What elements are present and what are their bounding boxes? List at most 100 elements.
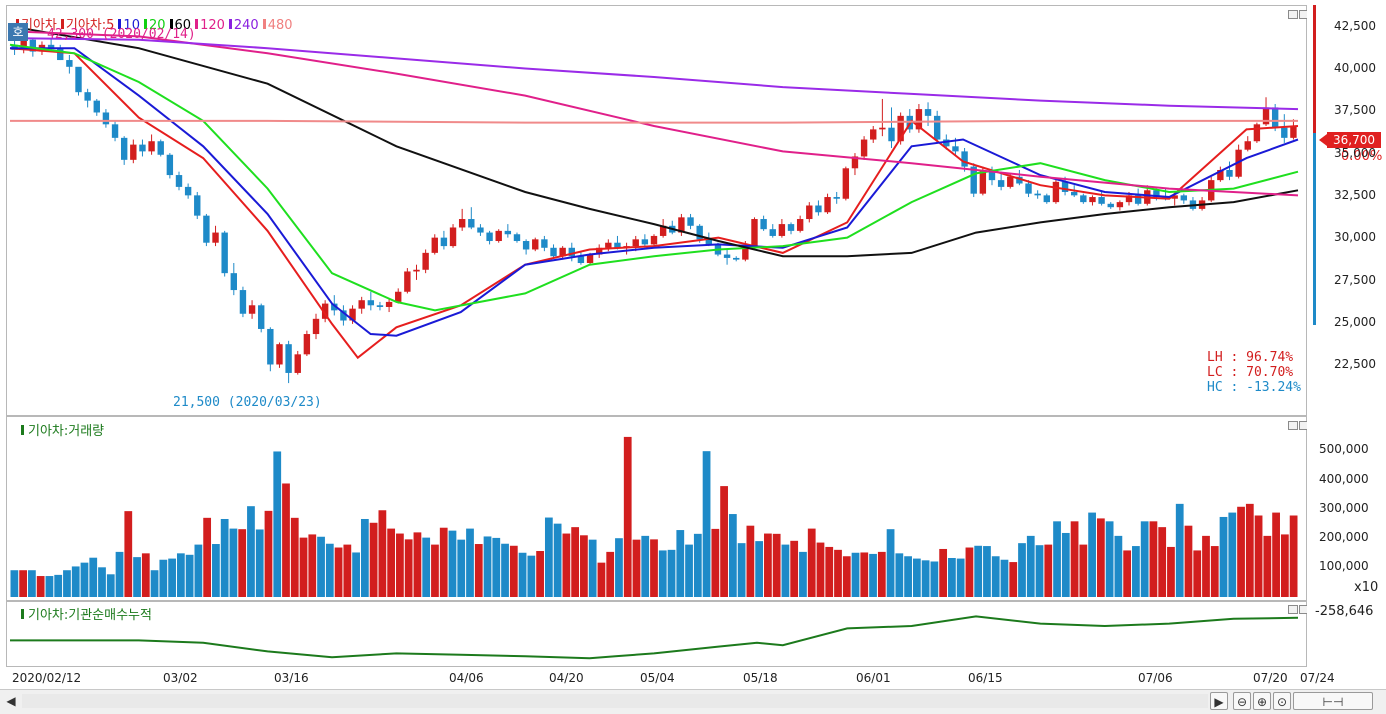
inst-minimize-button[interactable] (1288, 605, 1298, 614)
volume-bar (168, 558, 176, 597)
candle (915, 104, 923, 133)
volume-pane[interactable]: 기아차:거래량 (6, 416, 1309, 601)
date-tick-label: 06/15 (968, 671, 1003, 685)
candle (723, 249, 731, 265)
candle-body (367, 300, 375, 306)
volume-chart[interactable] (7, 417, 1306, 600)
volume-bar (1193, 550, 1202, 597)
volume-bar (615, 538, 623, 597)
zoom-in-icon[interactable]: ⊕ (1253, 692, 1271, 710)
volume-bar (632, 539, 641, 597)
volume-bar (45, 576, 54, 597)
legend-item[interactable]: 20 (143, 18, 168, 33)
price-tick-label: 25,000 (1334, 314, 1376, 329)
zoom-out-icon[interactable]: ⊖ (1233, 692, 1251, 710)
volume-bar (1167, 546, 1175, 597)
candle-body (796, 219, 804, 231)
inst-pane[interactable]: 기아차:기관순매수누적 (6, 601, 1309, 667)
zoom-reset-icon[interactable]: ⊙ (1273, 692, 1291, 710)
inst-title: 기아차:기관순매수누적 (21, 604, 152, 623)
volume-bar (1053, 521, 1061, 597)
volume-bar (1096, 518, 1105, 597)
price-pane[interactable]: 기아차 기아차:5 10 20 60 120 240 480 호 42,300 (2020/0… (6, 5, 1309, 416)
candle-body (568, 247, 575, 257)
candle-body (1025, 183, 1032, 194)
volume-bar (176, 553, 185, 597)
candle (376, 301, 384, 311)
candle-body (139, 144, 146, 152)
legend-item[interactable]: 60 (169, 18, 194, 33)
price-chart[interactable] (7, 6, 1306, 415)
scroll-right-button[interactable]: ▶ (1210, 692, 1228, 710)
candle (1043, 193, 1050, 204)
minimize-button[interactable] (1288, 10, 1298, 19)
candle (659, 219, 667, 238)
volume-bar (396, 533, 404, 597)
legend-item[interactable]: 480 (262, 18, 295, 33)
candle-body (1089, 197, 1096, 203)
candle-body (57, 48, 64, 61)
candle (385, 298, 393, 313)
candle-body (93, 100, 100, 113)
legend-item[interactable]: 기아차:5 (60, 18, 117, 33)
candle-body (979, 169, 987, 194)
volume-bar (325, 543, 334, 597)
legend-item[interactable]: 10 (118, 18, 142, 33)
volume-bar (807, 528, 816, 597)
volume-minimize-button[interactable] (1288, 421, 1298, 430)
date-tick-label: 03/16 (274, 671, 309, 685)
candle-body (1244, 141, 1251, 150)
inst-chart[interactable] (7, 602, 1306, 666)
volume-bar (553, 523, 562, 597)
candle-body (897, 115, 904, 142)
volume-bar (580, 535, 588, 597)
candle-body (203, 215, 210, 243)
candle-body (1080, 195, 1087, 203)
candle-body (1098, 197, 1105, 204)
candle (458, 208, 466, 231)
candle (1089, 195, 1096, 206)
price-tick-label: 22,500 (1334, 357, 1376, 372)
volume-bar (676, 530, 685, 597)
candle (733, 256, 740, 262)
candle (440, 230, 448, 250)
candle-body (760, 219, 767, 230)
range-slider-icon[interactable]: ⊢⊣ (1293, 692, 1373, 710)
candle (1034, 190, 1041, 199)
candle (970, 163, 977, 198)
volume-bar (1140, 521, 1149, 597)
volume-bar (255, 529, 264, 597)
candle (212, 225, 219, 247)
candle-body (632, 239, 639, 247)
volume-bar (360, 518, 369, 597)
legend-item[interactable]: 240 (228, 18, 261, 33)
legend-item[interactable]: 120 (195, 18, 227, 33)
volume-bar (1272, 512, 1280, 597)
candle (75, 66, 82, 96)
stats-box: LH : 96.74% LC : 70.70% HC : -13.24% (1207, 350, 1301, 395)
volume-bar (1184, 525, 1193, 597)
volume-bar (623, 436, 632, 597)
candle (367, 291, 375, 311)
volume-bar (194, 544, 203, 597)
volume-bar (764, 533, 772, 597)
candle (1116, 200, 1124, 211)
candle (522, 239, 530, 255)
scrollbar[interactable]: ◀ ▶ ⊖ ⊕ ⊙ ⊢⊣ (0, 689, 1386, 714)
candle (303, 330, 311, 357)
candle-body (513, 234, 521, 242)
candle (632, 235, 639, 252)
volume-tick-label: 500,000 (1319, 442, 1369, 457)
candle (1281, 114, 1288, 143)
date-tick-label: 03/02 (163, 671, 198, 685)
candle-body (851, 156, 859, 169)
scroll-track[interactable] (22, 694, 1208, 708)
volume-bar (448, 530, 457, 597)
price-tick-label: 30,000 (1334, 230, 1376, 245)
candle (1189, 197, 1197, 211)
scroll-left-button[interactable]: ◀ (6, 694, 16, 708)
volume-bar (851, 552, 860, 597)
volume-bar (965, 547, 974, 597)
candle-body (541, 239, 548, 248)
candle (294, 350, 301, 375)
